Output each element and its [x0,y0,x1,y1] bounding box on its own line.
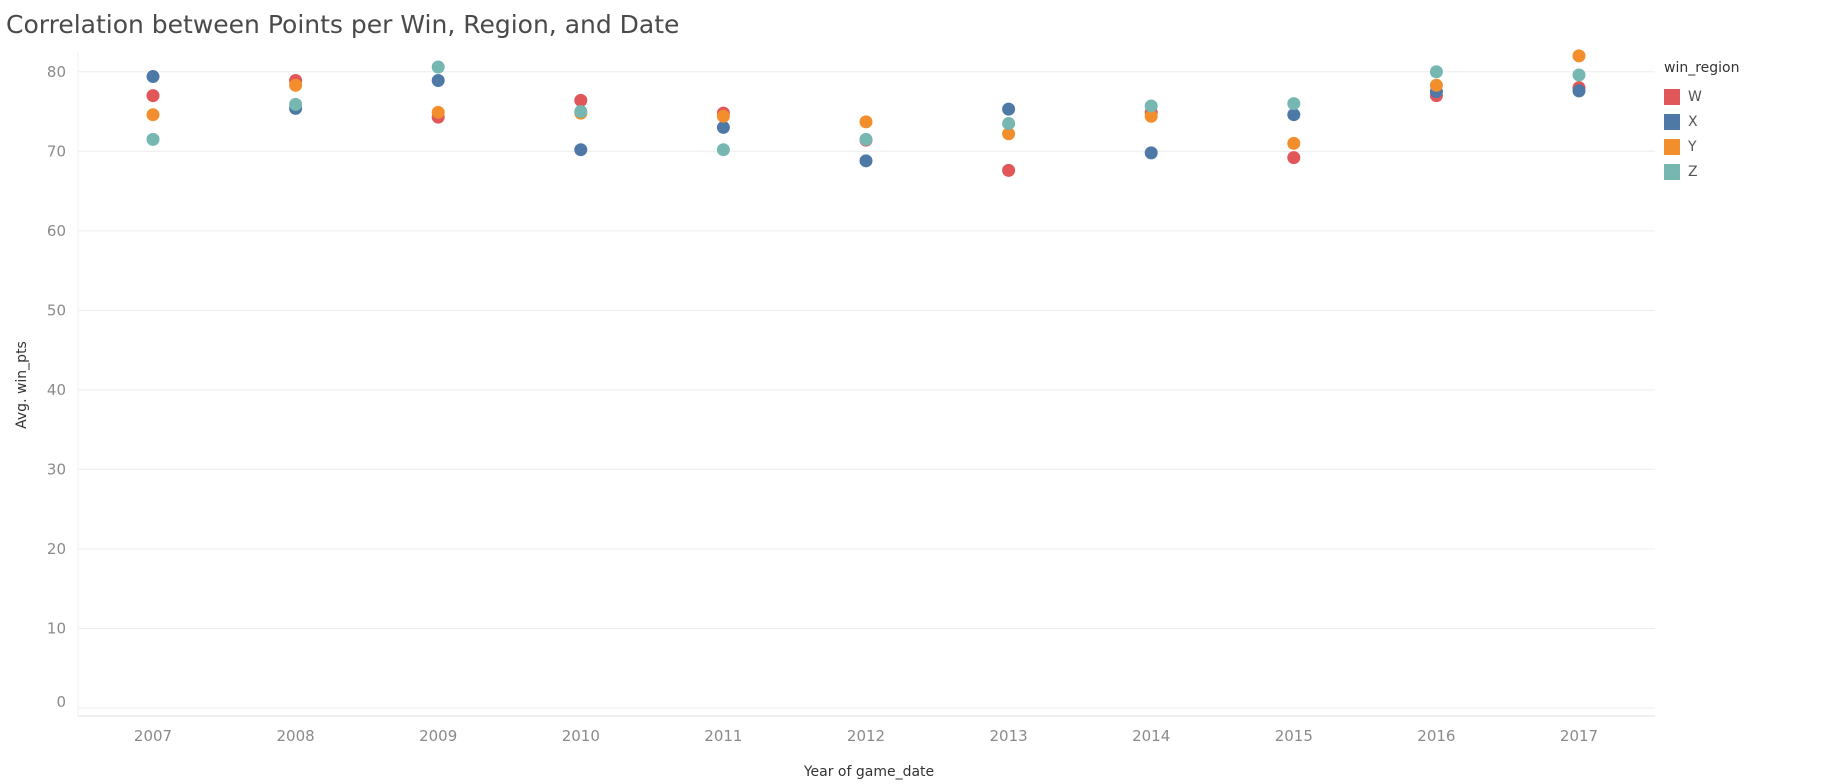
data-point-x[interactable] [1144,146,1158,160]
y-tick-label: 10 [47,619,66,637]
y-axis-ticks: 0 10 20 30 40 50 60 70 80 [47,63,66,711]
legend-label: Z [1688,163,1698,180]
legend-item-w[interactable]: W [1664,84,1740,109]
data-point-z[interactable] [146,132,160,146]
data-point-y[interactable] [1572,49,1586,63]
data-point-y[interactable] [431,105,445,119]
x-tick-label: 2014 [1132,727,1170,745]
x-tick-label: 2010 [562,727,600,745]
legend-label: Y [1688,138,1697,155]
legend-swatch [1664,88,1680,105]
data-point-w[interactable] [1002,163,1016,177]
y-tick-label: 30 [47,460,66,478]
data-point-y[interactable] [716,109,730,123]
x-tick-label: 2016 [1417,727,1455,745]
data-point-z[interactable] [289,97,303,111]
data-point-y[interactable] [1002,127,1016,141]
data-point-w[interactable] [146,89,160,103]
x-tick-label: 2017 [1560,727,1598,745]
y-tick-label: 0 [56,693,66,711]
y-tick-label: 70 [47,142,66,160]
data-point-z[interactable] [1429,65,1443,79]
y-tick-label: 80 [47,63,66,81]
x-tick-label: 2015 [1275,727,1313,745]
y-tick-label: 20 [47,540,66,558]
data-point-x[interactable] [1002,102,1016,116]
data-point-x[interactable] [146,70,160,84]
x-tick-label: 2011 [704,727,742,745]
data-point-z[interactable] [1144,99,1158,113]
data-point-y[interactable] [1429,78,1443,92]
data-point-x[interactable] [1572,84,1586,98]
data-point-y[interactable] [859,115,873,129]
x-tick-label: 2012 [847,727,885,745]
legend-label: W [1688,88,1702,105]
data-point-z[interactable] [859,132,873,146]
data-point-x[interactable] [859,154,873,168]
y-tick-label: 40 [47,381,66,399]
legend-swatch [1664,163,1680,180]
data-point-y[interactable] [289,78,303,92]
data-point-z[interactable] [431,60,445,74]
x-axis-title: Year of game_date [803,764,934,780]
data-point-y[interactable] [1287,136,1301,150]
legend-swatch [1664,113,1680,130]
legend-item-x[interactable]: X [1664,109,1740,134]
data-point-x[interactable] [716,120,730,134]
data-point-x[interactable] [1287,108,1301,122]
x-tick-label: 2008 [277,727,315,745]
data-point-y[interactable] [1144,109,1158,123]
data-point-x[interactable] [431,74,445,88]
data-point-z[interactable] [1002,116,1016,130]
x-axis-ticks: 2007 2008 2009 2010 2011 2012 2013 2014 2015 2016… [134,727,1598,745]
data-points [146,49,1586,177]
x-tick-label: 2009 [419,727,457,745]
x-tick-label: 2013 [990,727,1028,745]
data-point-z[interactable] [1572,68,1586,82]
data-point-w[interactable] [1287,151,1301,165]
grid-lines [77,52,1655,717]
data-point-w[interactable] [574,93,588,107]
chart-title: Correlation between Points per Win, Regi… [6,10,680,39]
legend-item-z[interactable]: Z [1664,159,1740,184]
legend-label: X [1688,113,1698,130]
data-point-z[interactable] [574,105,588,119]
y-axis-title: Avg. win_pts [14,341,30,429]
y-tick-label: 50 [47,301,66,319]
x-tick-label: 2007 [134,727,172,745]
data-point-x[interactable] [574,143,588,157]
data-point-y[interactable] [146,108,160,122]
legend-title: win_region [1664,60,1740,76]
legend-item-y[interactable]: Y [1664,134,1740,159]
data-point-z[interactable] [716,143,730,157]
y-tick-label: 60 [47,222,66,240]
data-point-z[interactable] [1287,97,1301,111]
legend-swatch [1664,138,1680,155]
